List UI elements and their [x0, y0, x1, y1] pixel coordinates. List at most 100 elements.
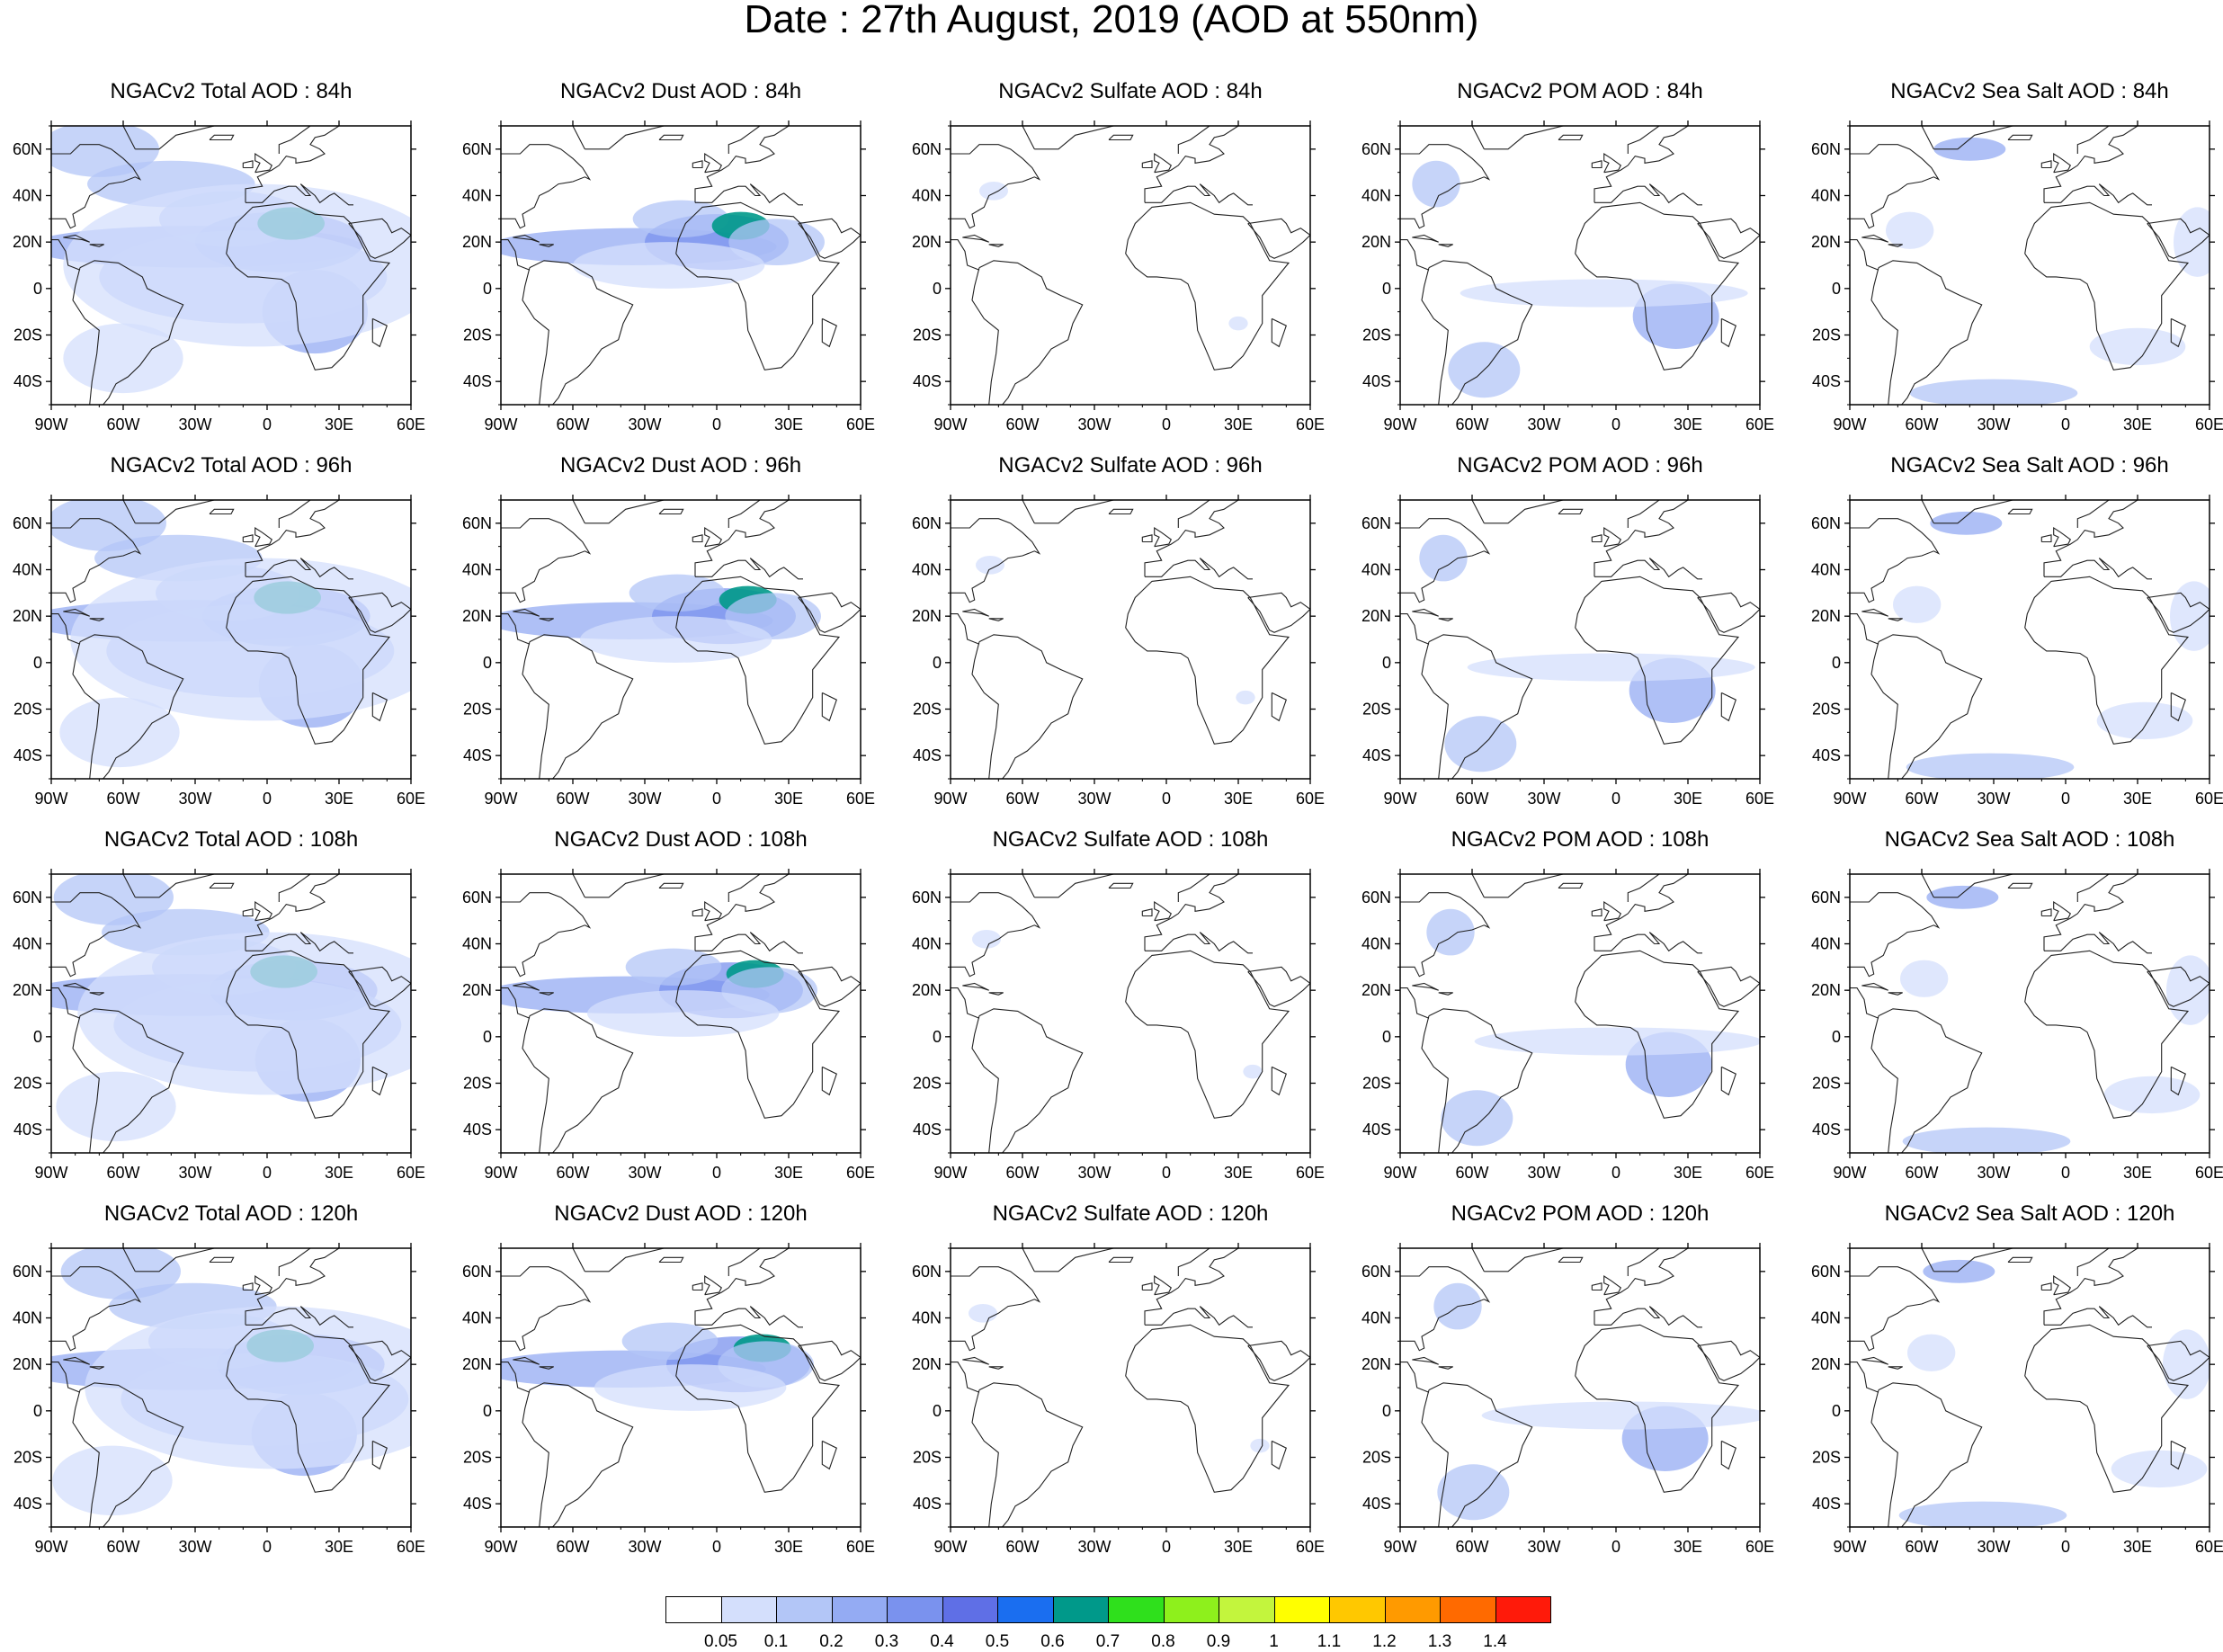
lon-tick-label: 30E: [2123, 1538, 2152, 1556]
coastline: [226, 950, 391, 1119]
aerosol-field: [2166, 955, 2210, 1025]
colorbar-label: 0.3: [874, 1632, 899, 1651]
colorbar-label: 1.3: [1427, 1632, 1452, 1651]
lat-tick-label: 0: [483, 280, 492, 298]
coastline: [1861, 234, 1888, 243]
aerosol-field: [1898, 1501, 2067, 1527]
panel-title: NGACv2 POM AOD : 120h: [1451, 1201, 1710, 1226]
lat-tick-label: 40N: [462, 187, 492, 205]
coastline: [51, 987, 81, 1019]
coastline: [348, 218, 411, 259]
lat-tick-label: 20S: [1812, 1449, 1841, 1467]
coastline: [1145, 932, 1253, 954]
lon-tick-label: 90W: [484, 415, 517, 433]
coastline: [1141, 534, 1153, 543]
coastline: [51, 1362, 81, 1393]
colorbar-swatch: [1495, 1596, 1551, 1623]
coastline: [2044, 932, 2152, 954]
coastline: [63, 608, 90, 617]
coastline: [1720, 317, 1736, 348]
lon-tick-label: 30E: [1674, 415, 1702, 433]
coastline: [675, 201, 841, 371]
lon-tick-label: 30W: [628, 1164, 661, 1182]
lat-tick-label: 60N: [912, 889, 942, 906]
coastline: [2040, 160, 2052, 169]
aerosol-field: [1923, 1259, 1995, 1283]
coastline: [1558, 882, 1584, 889]
coastline: [51, 239, 81, 271]
coastline: [1400, 987, 1430, 1019]
aerosol-field: [1902, 1127, 2071, 1153]
lon-tick-label: 60W: [1905, 1538, 1938, 1556]
aerosol-field: [594, 1364, 787, 1411]
lon-tick-label: 90W: [484, 1164, 517, 1182]
lon-tick-label: 90W: [34, 415, 67, 433]
map-panel: NGACv2 Sea Salt AOD : 120h 60N 40N 20N 0 20S 4…: [1799, 1203, 2223, 1567]
aerosol-field: [587, 990, 780, 1037]
lon-tick-label: 60W: [106, 1164, 139, 1182]
coastline: [348, 592, 411, 633]
coastline: [348, 966, 411, 1007]
lat-tick-label: 40N: [912, 187, 942, 205]
coastline: [501, 518, 592, 603]
aerosol-field: [1412, 160, 1460, 208]
coastline: [371, 317, 388, 348]
lon-tick-label: 0: [712, 790, 721, 808]
panel-title: NGACv2 Total AOD : 96h: [110, 453, 353, 478]
map-panel: NGACv2 POM AOD : 96h 60N 40N 20N 0 20S 40S 90W 6…: [1349, 455, 1799, 819]
coastline: [658, 134, 684, 141]
lon-tick-label: 30E: [774, 1164, 803, 1182]
coastline: [89, 244, 104, 247]
coastline: [1627, 500, 1660, 528]
aerosol-field: [1460, 279, 1748, 308]
lon-tick-label: 30W: [1527, 415, 1560, 433]
coastline: [1888, 992, 1903, 996]
coastline: [951, 239, 980, 271]
coastline: [501, 239, 531, 271]
coastline: [1603, 900, 1622, 922]
coastline: [692, 160, 703, 169]
lon-tick-label: 60W: [1905, 790, 1938, 808]
lat-tick-label: 0: [33, 1402, 42, 1420]
lon-tick-label: 30W: [1977, 790, 2010, 808]
aerosol-field: [1419, 534, 1468, 582]
lon-tick-label: 0: [263, 790, 272, 808]
coastline: [951, 1266, 1041, 1352]
coastline: [704, 900, 723, 922]
aerosol-field: [979, 182, 1008, 201]
lat-tick-label: 40S: [463, 746, 492, 764]
panel-title: NGACv2 Dust AOD : 84h: [559, 79, 802, 103]
coastline: [1421, 1008, 1533, 1153]
coastline: [988, 618, 1004, 621]
coastline: [1271, 1066, 1287, 1096]
lon-tick-label: 60E: [397, 1164, 425, 1182]
map-plot: 60N 40N 20N 0 20S 40S 90W 60W 30W 0 30E 60E: [912, 121, 1325, 433]
coastline: [1921, 874, 2013, 898]
aerosol-field: [77, 932, 411, 1095]
aerosol-field: [1437, 1464, 1510, 1521]
lon-tick-label: 60W: [1005, 415, 1039, 433]
coastline: [1108, 508, 1134, 515]
coastline: [1697, 218, 1760, 259]
lon-tick-label: 60E: [2195, 415, 2223, 433]
colorbar-swatch: [720, 1596, 777, 1623]
lon-tick-label: 90W: [1383, 790, 1416, 808]
coastline: [2147, 218, 2210, 259]
coastline: [1412, 608, 1439, 617]
coastline: [1271, 1440, 1287, 1470]
lon-tick-label: 30W: [628, 415, 661, 433]
lon-tick-label: 90W: [1383, 1538, 1416, 1556]
coastline: [728, 126, 761, 154]
coastline: [1412, 1356, 1439, 1365]
lon-tick-label: 60W: [1455, 790, 1488, 808]
lat-tick-label: 40S: [913, 746, 942, 764]
lat-tick-label: 40S: [1812, 1495, 1841, 1513]
lon-tick-label: 30W: [628, 1538, 661, 1556]
coastline: [1921, 1248, 2013, 1272]
aerosol-field: [2089, 327, 2186, 366]
lon-tick-label: 60W: [556, 415, 589, 433]
coastline: [1888, 244, 1903, 247]
coastline: [278, 126, 311, 154]
aerosol-field: [625, 948, 722, 986]
lon-tick-label: 30W: [1527, 1164, 1560, 1182]
